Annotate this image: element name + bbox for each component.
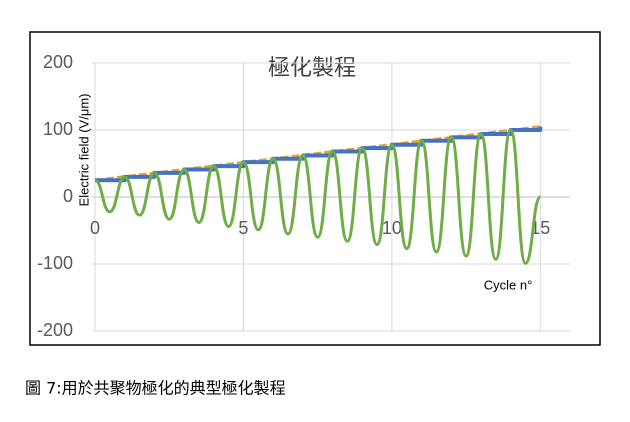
caption: 圖 7:用於共聚物極化的典型極化製程 (25, 379, 286, 398)
series-line (94, 128, 542, 265)
series-line (94, 125, 541, 182)
x-tick-label: 5 (238, 218, 248, 238)
y-tick-label: 200 (43, 52, 73, 72)
x-tick-label: 10 (382, 218, 402, 238)
y-axis-label: Electric field (V/μm) (76, 94, 91, 207)
y-tick-label: 0 (63, 186, 73, 206)
chart-title: 極化製程 (268, 56, 356, 81)
x-tick-label: 0 (90, 218, 100, 238)
y-tick-label: -200 (37, 320, 73, 340)
y-tick-label: 100 (43, 119, 73, 139)
series-line (95, 126, 543, 183)
x-tick-label: 15 (530, 218, 550, 238)
x-axis-label: Cycle n° (484, 277, 533, 292)
y-tick-label: -100 (37, 253, 73, 273)
